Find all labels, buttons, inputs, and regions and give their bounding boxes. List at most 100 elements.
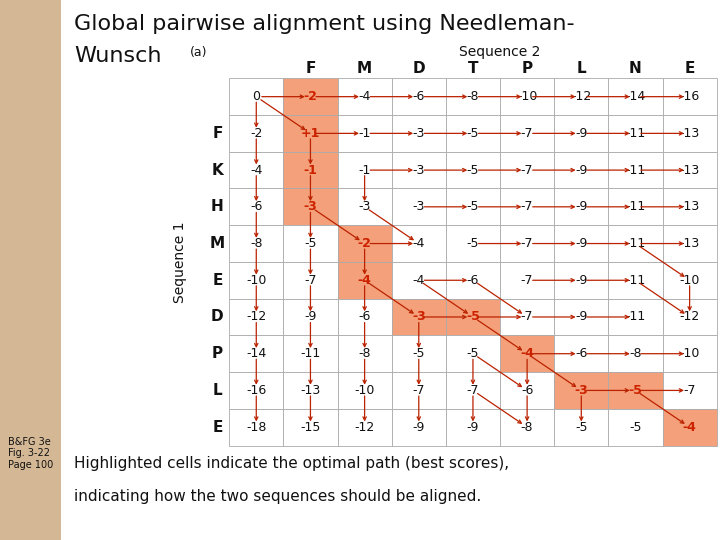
Bar (392, 335, 446, 372)
Text: -3: -3 (413, 127, 425, 140)
Text: -3: -3 (413, 164, 425, 177)
Bar (338, 372, 392, 409)
Text: -9: -9 (305, 310, 317, 323)
Text: -8: -8 (250, 237, 263, 250)
Bar (608, 262, 662, 299)
Text: -5: -5 (629, 384, 642, 397)
Bar (392, 372, 446, 409)
Bar (446, 188, 500, 225)
Text: -16: -16 (680, 90, 700, 103)
Text: -7: -7 (413, 384, 425, 397)
Text: -13: -13 (680, 237, 700, 250)
Text: -1: -1 (304, 164, 318, 177)
Text: -5: -5 (467, 164, 480, 177)
Text: D: D (413, 60, 425, 76)
Text: -3: -3 (413, 200, 425, 213)
Text: -11: -11 (626, 164, 646, 177)
Bar (446, 299, 500, 335)
Bar (338, 188, 392, 225)
Bar (608, 115, 662, 152)
Text: Highlighted cells indicate the optimal path (best scores),: Highlighted cells indicate the optimal p… (74, 456, 510, 471)
Bar (229, 115, 284, 152)
Bar (284, 299, 338, 335)
Text: -6: -6 (467, 274, 479, 287)
Bar (500, 225, 554, 262)
Text: -7: -7 (467, 384, 480, 397)
Text: N: N (629, 60, 642, 76)
Bar (284, 409, 338, 446)
Text: -7: -7 (521, 237, 534, 250)
Text: +1: +1 (301, 127, 320, 140)
Bar (500, 78, 554, 115)
Text: -14: -14 (626, 90, 646, 103)
Bar (554, 188, 608, 225)
Text: -12: -12 (680, 310, 700, 323)
Text: K: K (212, 163, 223, 178)
Bar (500, 409, 554, 446)
Bar (446, 115, 500, 152)
Text: -9: -9 (575, 164, 588, 177)
Bar (284, 262, 338, 299)
Text: -12: -12 (571, 90, 591, 103)
Text: -10: -10 (680, 347, 700, 360)
Bar (446, 152, 500, 188)
Text: P: P (521, 60, 533, 76)
Text: -3: -3 (575, 384, 588, 397)
Text: Sequence 1: Sequence 1 (173, 221, 186, 302)
Bar (338, 152, 392, 188)
Text: L: L (577, 60, 586, 76)
Text: -8: -8 (521, 421, 534, 434)
Bar (284, 152, 338, 188)
Text: -13: -13 (680, 164, 700, 177)
Text: -4: -4 (413, 237, 425, 250)
Bar (338, 299, 392, 335)
Text: -7: -7 (521, 164, 534, 177)
Text: -8: -8 (359, 347, 371, 360)
Bar (229, 225, 284, 262)
Text: -10: -10 (354, 384, 375, 397)
Bar (554, 409, 608, 446)
Text: -7: -7 (521, 274, 534, 287)
Bar (662, 409, 716, 446)
Bar (500, 115, 554, 152)
Bar (446, 335, 500, 372)
Bar (554, 299, 608, 335)
Text: -13: -13 (680, 200, 700, 213)
Bar (608, 299, 662, 335)
Text: -7: -7 (683, 384, 696, 397)
Text: -9: -9 (575, 310, 588, 323)
Bar (338, 409, 392, 446)
Bar (392, 299, 446, 335)
Text: Sequence 2: Sequence 2 (459, 45, 541, 59)
Text: -5: -5 (467, 237, 480, 250)
Text: -5: -5 (304, 237, 317, 250)
Bar (338, 335, 392, 372)
Text: -11: -11 (626, 274, 646, 287)
Text: -13: -13 (680, 127, 700, 140)
Text: -6: -6 (413, 90, 425, 103)
Bar (554, 115, 608, 152)
Bar (662, 78, 716, 115)
Text: -9: -9 (575, 127, 588, 140)
Bar (392, 78, 446, 115)
Text: -8: -8 (629, 347, 642, 360)
Bar (229, 78, 284, 115)
Text: -5: -5 (467, 200, 480, 213)
Text: -13: -13 (300, 384, 320, 397)
Bar (284, 225, 338, 262)
Text: -3: -3 (304, 200, 318, 213)
Text: -1: -1 (359, 164, 371, 177)
Bar (500, 188, 554, 225)
Text: -5: -5 (413, 347, 425, 360)
Text: -12: -12 (354, 421, 374, 434)
Text: E: E (212, 420, 222, 435)
Text: -9: -9 (575, 274, 588, 287)
Bar (446, 78, 500, 115)
Bar (608, 188, 662, 225)
Text: 0: 0 (252, 90, 260, 103)
Text: -8: -8 (467, 90, 480, 103)
Bar (554, 225, 608, 262)
Bar (500, 335, 554, 372)
Bar (229, 335, 284, 372)
Bar (554, 372, 608, 409)
